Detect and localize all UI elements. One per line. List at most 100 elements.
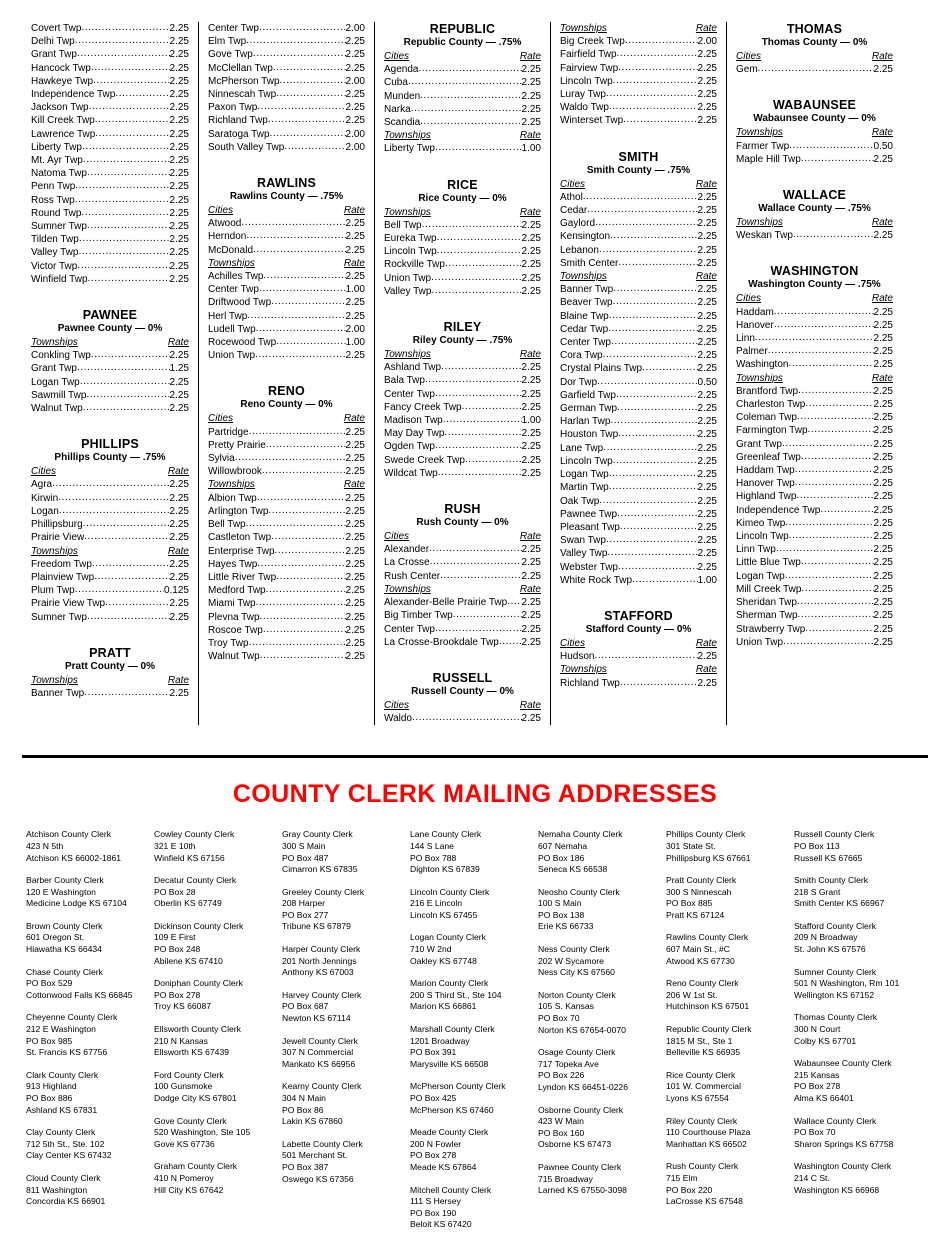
address-line: Phillipsburg KS 67661	[666, 852, 751, 863]
jurisdiction-name: Lane Twp	[560, 442, 604, 454]
jurisdiction-name: Haddam	[736, 306, 774, 318]
county-rate-subtitle: Rush County — 0%	[416, 517, 509, 529]
jurisdiction-name: Swan Twp	[560, 535, 606, 547]
leader-dots: ........................................…	[582, 190, 698, 202]
rate-row: Banner Twp..............................…	[560, 283, 717, 296]
leader-dots: ........................................…	[618, 256, 698, 268]
rate-row: Strawberry Twp..........................…	[736, 623, 893, 636]
jurisdiction-name: Oak Twp	[560, 495, 600, 507]
address-line: 304 N Main	[282, 1093, 326, 1103]
jurisdiction-name: Hanover Twp	[736, 478, 795, 490]
rate-row: Logan...................................…	[31, 505, 189, 518]
rate-value: 2.25	[169, 141, 189, 153]
address-line: 210 N Kansas	[154, 1035, 208, 1046]
rate-row: Ashland Twp.............................…	[384, 361, 541, 374]
rate-row: Sumner Twp..............................…	[31, 611, 189, 624]
leader-dots: ........................................…	[619, 520, 698, 532]
county-clerk-address: Pratt County Clerk 300 S Ninnescah PO Box …	[666, 875, 788, 921]
clerk-office-name: Rawlins County Clerk	[666, 932, 749, 943]
leader-dots: ........................................…	[442, 414, 522, 426]
rate-row: Penn Twp................................…	[31, 180, 189, 193]
rate-value: 2.00	[345, 323, 365, 335]
leader-dots: ........................................…	[805, 622, 873, 634]
leader-dots: ........................................…	[599, 494, 698, 506]
rate-row: Scandia.................................…	[384, 116, 541, 129]
leader-dots: ........................................…	[429, 543, 522, 555]
rate-value: 2.25	[873, 333, 893, 345]
address-line: PO Box 70	[794, 1127, 836, 1138]
jurisdiction-name: Hudson	[560, 651, 595, 663]
jurisdiction-name: Linn Twp	[736, 544, 776, 556]
leader-dots: ........................................…	[434, 440, 522, 452]
leader-dots: ........................................…	[461, 400, 522, 412]
rate-value: 2.25	[697, 62, 717, 74]
leader-dots: ........................................…	[618, 428, 698, 440]
leader-dots: ........................................…	[82, 402, 170, 414]
county-heading: THOMAS	[786, 22, 843, 36]
county-heading: RUSSELL	[432, 670, 493, 685]
jurisdiction-name: Plum Twp	[31, 585, 75, 597]
address-line: 202 W Sycamore	[538, 955, 604, 966]
section-header-rate-label: Rate	[871, 217, 893, 229]
block-spacer	[736, 242, 893, 253]
leader-dots: ........................................…	[788, 358, 873, 370]
leader-dots: ........................................…	[800, 556, 874, 568]
address-line: 300 S Main	[282, 840, 326, 851]
leader-dots: ........................................…	[86, 610, 170, 622]
address-line: Norton KS 67654-0070	[538, 1024, 626, 1035]
jurisdiction-name: Delhi Twp	[31, 36, 75, 48]
rate-value: 2.25	[521, 272, 541, 284]
address-line: PO Box 226	[538, 1070, 585, 1081]
jurisdiction-name: Beaver Twp	[560, 297, 613, 309]
clerk-office-name: Osborne County Clerk	[538, 1104, 624, 1115]
leader-dots: ........................................…	[436, 232, 522, 244]
rate-row: Bell Twp................................…	[384, 219, 541, 232]
rate-row: Tilden Twp..............................…	[31, 233, 189, 246]
leader-dots: ........................................…	[252, 48, 346, 60]
leader-dots: ........................................…	[612, 296, 698, 308]
clerk-office-name: Smith County Clerk	[794, 875, 869, 886]
rate-value: 2.25	[521, 259, 541, 271]
rate-value: 2.25	[873, 153, 893, 165]
county-heading: RAWLINS	[256, 176, 317, 191]
jurisdiction-name: Round Twp	[31, 207, 82, 219]
rate-row: Valley Twp..............................…	[560, 547, 717, 560]
rate-value: 2.25	[697, 350, 717, 362]
leader-dots: ........................................…	[262, 623, 346, 635]
jurisdiction-name: Elm Twp	[208, 36, 247, 48]
rate-value: 2.25	[169, 75, 189, 87]
section-header-rate-label: Rate	[343, 257, 365, 269]
address-line: 410 N Pomeroy	[154, 1172, 214, 1183]
rate-row: Ross Twp................................…	[31, 194, 189, 207]
address-line: Newton KS 67114	[282, 1013, 351, 1024]
section-header-rate-label: Rate	[519, 531, 541, 543]
leader-dots: ........................................…	[257, 101, 346, 113]
jurisdiction-name: Bell Twp	[208, 519, 246, 531]
jurisdiction-name: Highland Twp	[736, 491, 797, 503]
jurisdiction-name: Agra	[31, 479, 53, 491]
rate-row: Smith Center............................…	[560, 257, 717, 270]
leader-dots: ........................................…	[272, 61, 346, 73]
leader-dots: ........................................…	[607, 547, 697, 559]
rate-value: 2.25	[697, 389, 717, 401]
clerk-office-name: Washington County Clerk	[794, 1161, 892, 1172]
leader-dots: ........................................…	[797, 609, 874, 621]
leader-dots: ........................................…	[88, 101, 170, 113]
rate-value: 2.25	[169, 221, 189, 233]
clerk-office-name: Logan County Clerk	[410, 932, 486, 943]
jurisdiction-name: Washington	[736, 359, 789, 371]
rate-value: 2.25	[521, 64, 541, 76]
leader-dots: ........................................…	[82, 154, 170, 166]
section-header: Cities Rate	[384, 530, 541, 543]
address-line: Smith Center KS 66967	[794, 898, 885, 909]
leader-dots: ........................................…	[605, 534, 698, 546]
jurisdiction-name: Brantford Twp	[736, 385, 799, 397]
address-line: PO Box 788	[410, 852, 457, 863]
clerk-office-name: Wallace County Clerk	[794, 1115, 877, 1126]
jurisdiction-name: Mt. Ayr Twp	[31, 155, 83, 167]
leader-dots: ........................................…	[615, 388, 698, 400]
address-line: Washington KS 66968	[794, 1184, 880, 1195]
leader-dots: ........................................…	[94, 570, 169, 582]
section-header-rate-label: Rate	[167, 337, 189, 349]
rate-value: 2.25	[345, 532, 365, 544]
